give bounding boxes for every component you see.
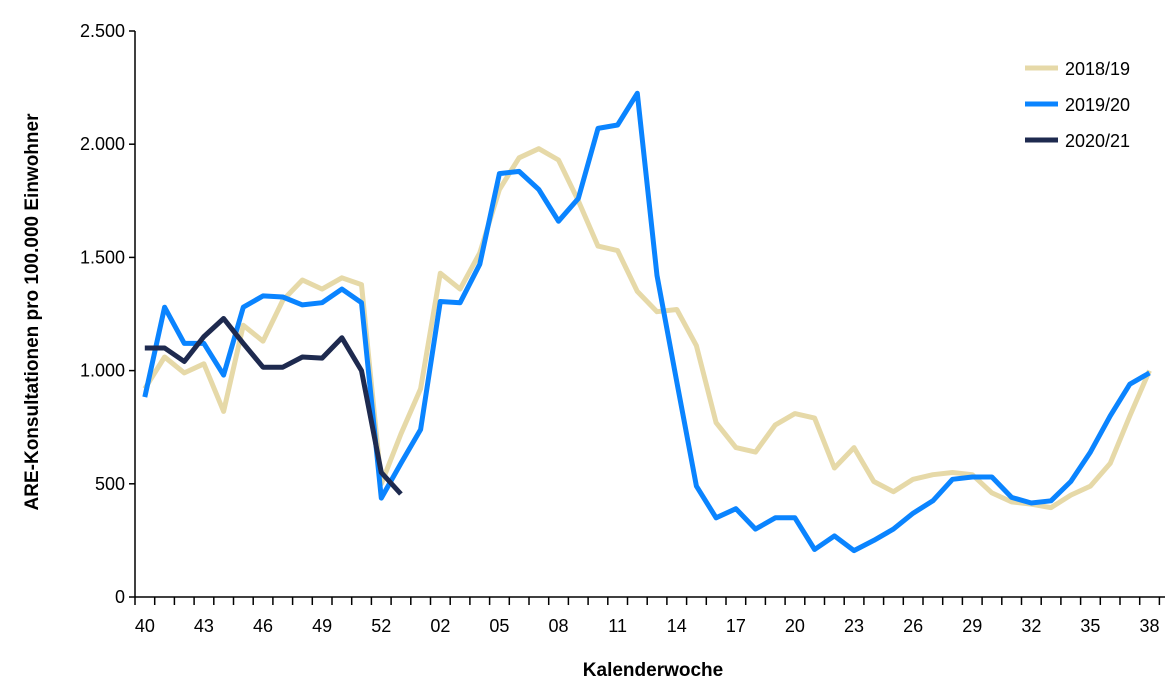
- y-tick-label: 1.000: [80, 361, 125, 381]
- x-tick-label: 05: [489, 616, 509, 636]
- series-line-2018-19: [142, 146, 1152, 511]
- legend-item: 2019/20: [1025, 95, 1130, 115]
- series-line-2020-21: [144, 316, 403, 496]
- x-tick-label: 46: [253, 616, 273, 636]
- y-tick-label: 2.500: [80, 21, 125, 41]
- x-tick-label: 32: [1021, 616, 1041, 636]
- x-tick-label: 40: [135, 616, 155, 636]
- x-tick-label: 11: [608, 616, 627, 636]
- x-tick-label: 26: [903, 616, 923, 636]
- legend-item: 2020/21: [1025, 131, 1130, 151]
- x-tick-label: 52: [371, 616, 391, 636]
- x-tick-label: 29: [962, 616, 982, 636]
- y-axis-label: ARE-Konsultationen pro 100.000 Einwohner: [22, 113, 43, 511]
- x-tick-label: 08: [549, 616, 569, 636]
- legend: 2018/19 2019/20 2020/21: [1025, 59, 1130, 151]
- legend-item: 2018/19: [1025, 59, 1130, 79]
- series-lines: [142, 90, 1152, 554]
- x-tick-label: 23: [844, 616, 864, 636]
- legend-label: 2020/21: [1065, 131, 1130, 151]
- y-tick-label: 2.000: [80, 134, 125, 154]
- x-tick-label: 38: [1140, 616, 1160, 636]
- legend-label: 2018/19: [1065, 59, 1130, 79]
- x-tick-label: 17: [726, 616, 746, 636]
- x-axis-label: Kalenderwoche: [583, 660, 723, 681]
- x-tick-label: 14: [667, 616, 687, 636]
- y-tick-label: 500: [95, 474, 125, 494]
- axes: 0 500 1.000 1.500 2.000 2.500 40 43 46 49 52 02 05 08…: [80, 21, 1165, 636]
- x-tick-label: 43: [194, 616, 214, 636]
- y-tick-label: 1.500: [80, 247, 125, 267]
- x-tick-label: 49: [312, 616, 332, 636]
- y-tick-label: 0: [115, 587, 125, 607]
- x-tick-label: 35: [1080, 616, 1100, 636]
- x-tick-label: 20: [785, 616, 805, 636]
- x-tick-label: 02: [430, 616, 450, 636]
- legend-label: 2019/20: [1065, 95, 1130, 115]
- series-line-2019-20: [142, 90, 1151, 554]
